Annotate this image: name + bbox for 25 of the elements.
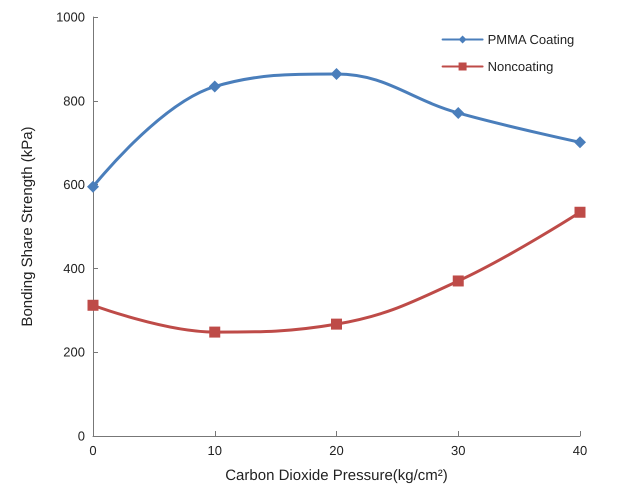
point <box>330 68 342 80</box>
legend-label: Noncoating <box>488 59 554 74</box>
x-tick-label: 20 <box>329 443 344 458</box>
point <box>452 106 464 119</box>
point <box>88 300 98 311</box>
y-tick-label: 0 <box>78 428 85 444</box>
y-tick-label: 600 <box>63 177 85 192</box>
legend-label: PMMA Coating <box>488 32 574 47</box>
y-tick-label: 1000 <box>56 10 85 24</box>
x-tick-label: 10 <box>208 443 222 458</box>
y-tick-label: 400 <box>63 260 85 276</box>
y-axis-title: Bonding Share Strength (kPa) <box>19 126 36 327</box>
point <box>209 326 220 338</box>
point <box>87 180 99 193</box>
point <box>331 318 342 330</box>
y-tick-label: 800 <box>63 93 85 108</box>
x-axis-title: Carbon Dioxide Pressure(kg/cm²) <box>225 467 448 484</box>
x-tick-label: 40 <box>572 443 588 458</box>
x-tick-label: 30 <box>451 443 466 458</box>
y-tick-label: 200 <box>63 344 85 360</box>
point <box>208 80 221 93</box>
x-tick-label: 0 <box>89 443 97 458</box>
point <box>452 275 464 286</box>
point <box>574 206 586 218</box>
point <box>574 136 586 148</box>
